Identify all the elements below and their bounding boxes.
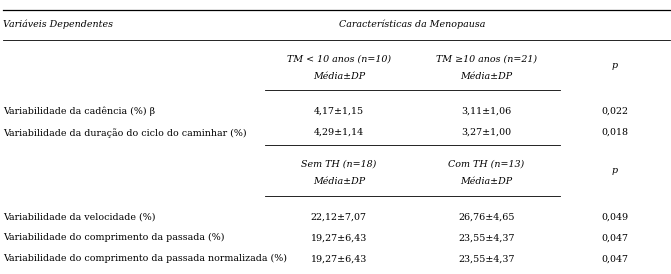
Text: 19,27±6,43: 19,27±6,43 (311, 255, 367, 263)
Text: Características da Menopausa: Características da Menopausa (340, 20, 486, 29)
Text: 3,27±1,00: 3,27±1,00 (462, 128, 511, 137)
Text: Média±DP: Média±DP (313, 178, 365, 186)
Text: Variabilidade do comprimento da passada normalizada (%): Variabilidade do comprimento da passada … (3, 254, 287, 264)
Text: Variabilidade da duração do ciclo do caminhar (%): Variabilidade da duração do ciclo do cam… (3, 128, 247, 138)
Text: 0,018: 0,018 (601, 128, 629, 137)
Text: Com TH (n=13): Com TH (n=13) (448, 160, 525, 169)
Text: 0,047: 0,047 (601, 233, 629, 242)
Text: Média±DP: Média±DP (460, 178, 513, 186)
Text: 23,55±4,37: 23,55±4,37 (458, 255, 515, 263)
Text: 26,76±4,65: 26,76±4,65 (458, 212, 515, 221)
Text: 0,049: 0,049 (601, 212, 629, 221)
Text: TM < 10 anos (n=10): TM < 10 anos (n=10) (287, 55, 391, 63)
Text: Variáveis Dependentes: Variáveis Dependentes (3, 20, 113, 29)
Text: 4,17±1,15: 4,17±1,15 (314, 107, 364, 116)
Text: TM ≥10 anos (n=21): TM ≥10 anos (n=21) (436, 55, 537, 63)
Text: Variabilidade do comprimento da passada (%): Variabilidade do comprimento da passada … (3, 233, 225, 242)
Text: 0,047: 0,047 (601, 255, 629, 263)
Text: Sem TH (n=18): Sem TH (n=18) (301, 160, 376, 169)
Text: Média±DP: Média±DP (460, 72, 513, 81)
Text: 22,12±7,07: 22,12±7,07 (311, 212, 367, 221)
Text: p: p (612, 167, 618, 175)
Text: 4,29±1,14: 4,29±1,14 (314, 128, 364, 137)
Text: p: p (612, 61, 618, 70)
Text: 19,27±6,43: 19,27±6,43 (311, 233, 367, 242)
Text: 3,11±1,06: 3,11±1,06 (462, 107, 511, 116)
Text: Variabilidade da cadência (%) β: Variabilidade da cadência (%) β (3, 107, 156, 116)
Text: 0,022: 0,022 (601, 107, 629, 116)
Text: Média±DP: Média±DP (313, 72, 365, 81)
Text: 23,55±4,37: 23,55±4,37 (458, 233, 515, 242)
Text: Variabilidade da velocidade (%): Variabilidade da velocidade (%) (3, 212, 156, 221)
